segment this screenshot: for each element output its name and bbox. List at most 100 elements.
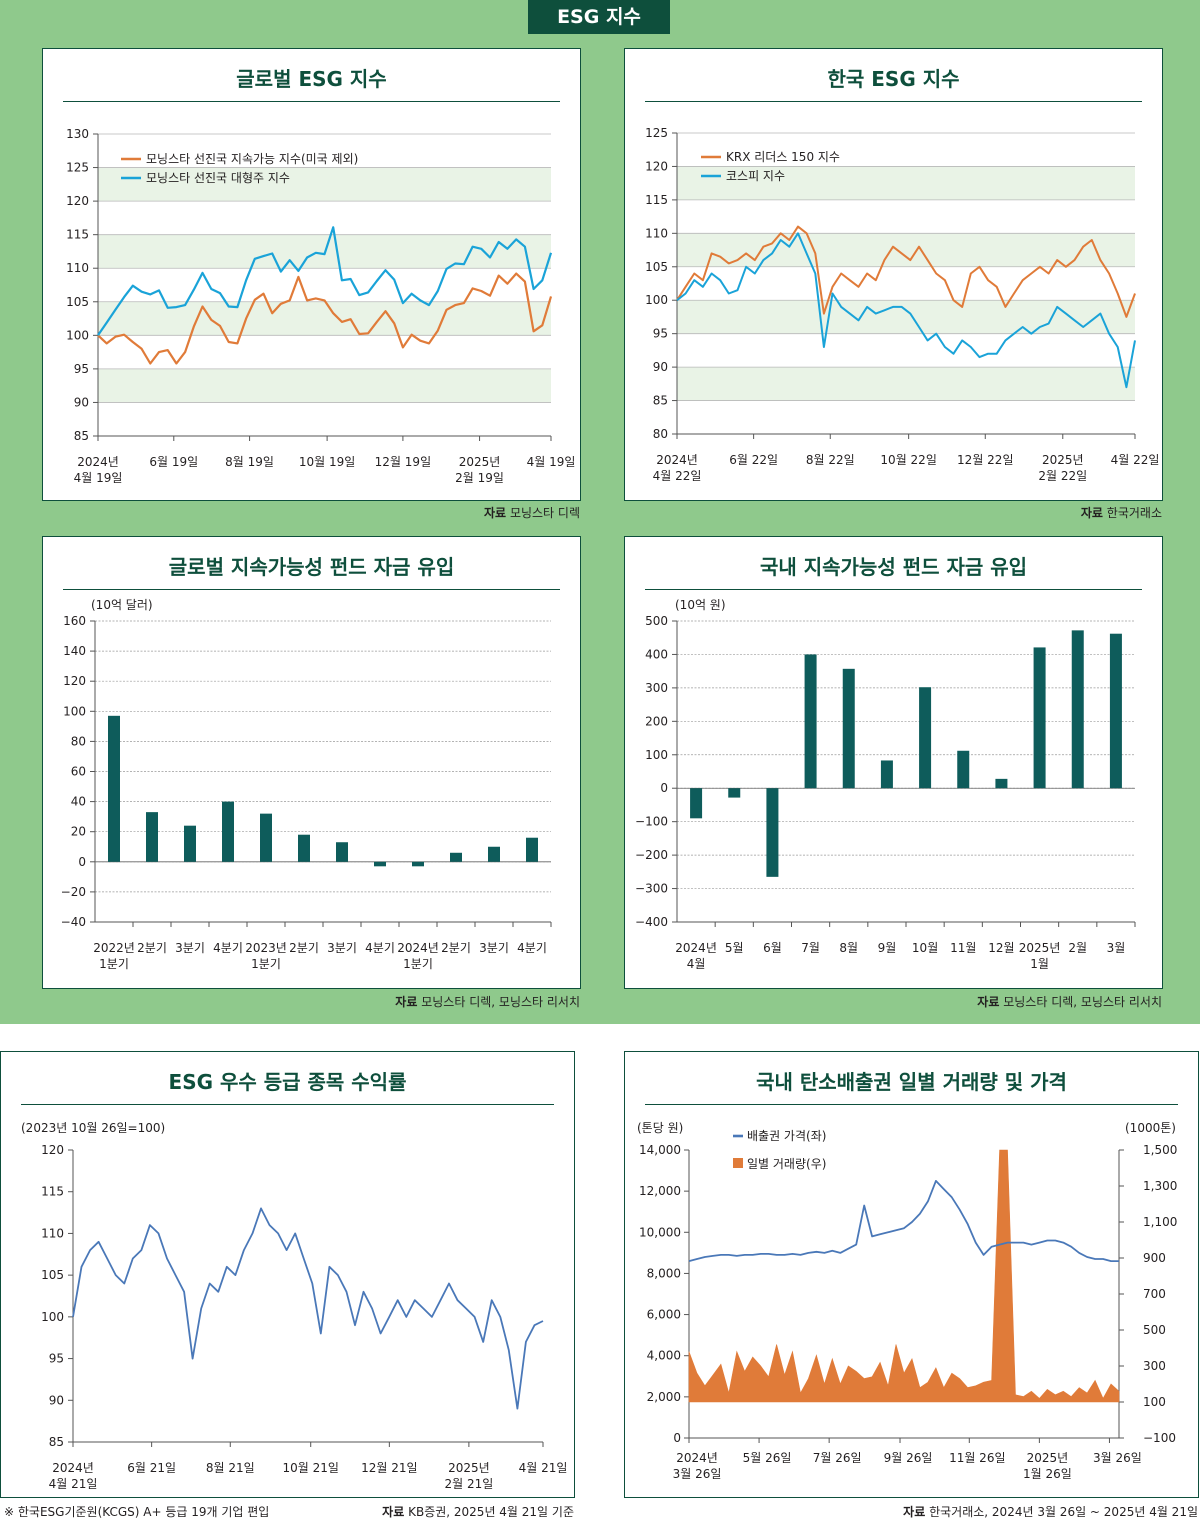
- bar: [336, 842, 348, 862]
- footnote-p5: ※ 한국ESG기준원(KCGS) A+ 등급 19개 기업 편입: [4, 1505, 270, 1519]
- y-tick-label: 120: [41, 1143, 64, 1157]
- x-tick-label: 2월 19일: [455, 471, 504, 485]
- y-tick-label: 100: [41, 1310, 64, 1324]
- bar: [146, 812, 158, 862]
- x-tick-label: 8월 21일: [206, 1461, 255, 1475]
- chart-band: [677, 300, 1135, 334]
- y-right-unit-label: (1000톤): [1125, 1121, 1176, 1135]
- y-tick-label: 125: [645, 126, 668, 140]
- y-tick-label: 95: [653, 327, 668, 341]
- bar: [222, 801, 234, 862]
- source-note-p1: 자료 모닝스타 디렉: [484, 506, 580, 520]
- x-tick-label: 2025년: [1019, 941, 1061, 955]
- x-tick-label: 2024년: [675, 941, 717, 955]
- y-left-tick-label: 4,000: [647, 1349, 681, 1363]
- x-tick-label: 2025년: [1027, 1451, 1069, 1465]
- panel-domestic-fund-flows: 국내 지속가능성 펀드 자금 유입 −400 −300 −200 −100 0 100 20…: [624, 536, 1163, 989]
- bar: [919, 687, 932, 789]
- x-tick-label: 4분기: [365, 941, 395, 955]
- x-tick-label: 8월 22일: [806, 453, 855, 467]
- panel-title: ESG 우수 등급 종목 수익률: [168, 1070, 407, 1094]
- bar: [450, 852, 462, 862]
- x-tick-label: 5월 26일: [743, 1451, 792, 1465]
- series-line-1: [676, 232, 1136, 389]
- bar: [842, 668, 855, 789]
- x-tick-label: 4월 22일: [1111, 453, 1160, 467]
- bar: [412, 861, 424, 867]
- y-tick-label: 85: [653, 394, 668, 408]
- y-tick-label: 110: [66, 261, 89, 275]
- y-right-tick-label: 500: [1143, 1323, 1166, 1337]
- x-tick-label: 2024년: [676, 1451, 718, 1465]
- x-tick-label: 6월 19일: [149, 455, 198, 469]
- x-tick-label: 4월 22일: [653, 469, 702, 483]
- y-tick-label: 130: [66, 127, 89, 141]
- bar: [526, 837, 538, 862]
- volume-area: [688, 1149, 1120, 1403]
- x-tick-label: 4분기: [213, 941, 243, 955]
- y-tick-label: 20: [71, 825, 86, 839]
- y-tick-label: −40: [61, 915, 86, 929]
- y-tick-label: −200: [635, 848, 668, 862]
- y-tick-label: 90: [74, 395, 89, 409]
- y-tick-label: 80: [653, 427, 668, 441]
- y-tick-label: 90: [653, 360, 668, 374]
- y-tick-label: 0: [78, 855, 86, 869]
- chart-band: [677, 166, 1135, 200]
- y-right-tick-label: 1,300: [1143, 1179, 1177, 1193]
- price-line: [688, 1179, 1119, 1263]
- x-tick-label: 4분기: [517, 941, 547, 955]
- x-tick-label: 4월 21일: [519, 1461, 568, 1475]
- bar: [1109, 633, 1122, 789]
- title-divider: [21, 1104, 554, 1105]
- section-banner: ESG 지수: [528, 0, 670, 34]
- y-tick-label: 40: [71, 795, 86, 809]
- y-left-tick-label: 14,000: [639, 1143, 681, 1157]
- legend-swatch: [733, 1158, 743, 1168]
- y-right-tick-label: 100: [1143, 1395, 1166, 1409]
- x-tick-label: 1분기: [99, 957, 129, 971]
- legend-label: 모닝스타 선진국 대형주 지수: [146, 171, 290, 185]
- y-left-tick-label: 6,000: [647, 1308, 681, 1322]
- domestic-fund-flow-bar-chart: −400 −300 −200 −100 0 100 200 300 400 500 2024년 4월 5…: [635, 598, 1136, 971]
- y-tick-label: 95: [49, 1352, 64, 1366]
- x-tick-label: 2월 21일: [444, 1477, 493, 1491]
- y-tick-label: 105: [645, 260, 668, 274]
- y-left-tick-label: 12,000: [639, 1184, 681, 1198]
- y-right-tick-label: 700: [1143, 1287, 1166, 1301]
- x-tick-label: 12월 22일: [957, 453, 1013, 467]
- y-tick-label: 160: [63, 614, 86, 628]
- y-tick-label: 100: [66, 328, 89, 342]
- panel-title: 국내 탄소배출권 일별 거래량 및 가격: [756, 1070, 1067, 1094]
- x-tick-label: 1월: [1030, 957, 1049, 971]
- x-tick-label: 7월: [801, 941, 820, 955]
- chart-band: [98, 368, 551, 403]
- bar: [1033, 647, 1046, 789]
- y-tick-label: 110: [645, 226, 668, 240]
- x-tick-label: 2월: [1068, 941, 1087, 955]
- title-divider: [63, 101, 560, 102]
- x-tick-label: 10월 21일: [282, 1461, 338, 1475]
- chart-band: [677, 367, 1135, 401]
- y-tick-label: −100: [635, 815, 668, 829]
- x-tick-label: 10월 22일: [880, 453, 936, 467]
- x-tick-label: 6월 21일: [127, 1461, 176, 1475]
- y-tick-label: 100: [63, 704, 86, 718]
- x-tick-label: 4월 19일: [527, 455, 576, 469]
- bar: [957, 750, 970, 789]
- x-tick-label: 4월 19일: [74, 471, 123, 485]
- x-tick-label: 4월 21일: [49, 1477, 98, 1491]
- x-tick-label: 3분기: [175, 941, 205, 955]
- x-tick-label: 8월: [839, 941, 858, 955]
- y-left-unit-label: (톤당 원): [637, 1121, 683, 1135]
- y-left-tick-label: 8,000: [647, 1266, 681, 1280]
- bar: [298, 834, 310, 862]
- y-tick-label: 85: [74, 429, 89, 443]
- y-tick-label: 105: [66, 295, 89, 309]
- chart-band: [98, 301, 551, 336]
- x-tick-label: 8월 19일: [225, 455, 274, 469]
- bar: [728, 788, 741, 798]
- global-fund-flow-bar-chart: −40 −20 0 20 40 60 80 100 120 140 160 2022년 1분기 2분기 3분…: [61, 598, 552, 971]
- panel-global-esg-index: 글로벌 ESG 지수 85 90 95 100 105 110 115 120 125 130 20…: [42, 48, 581, 501]
- bar: [880, 760, 893, 789]
